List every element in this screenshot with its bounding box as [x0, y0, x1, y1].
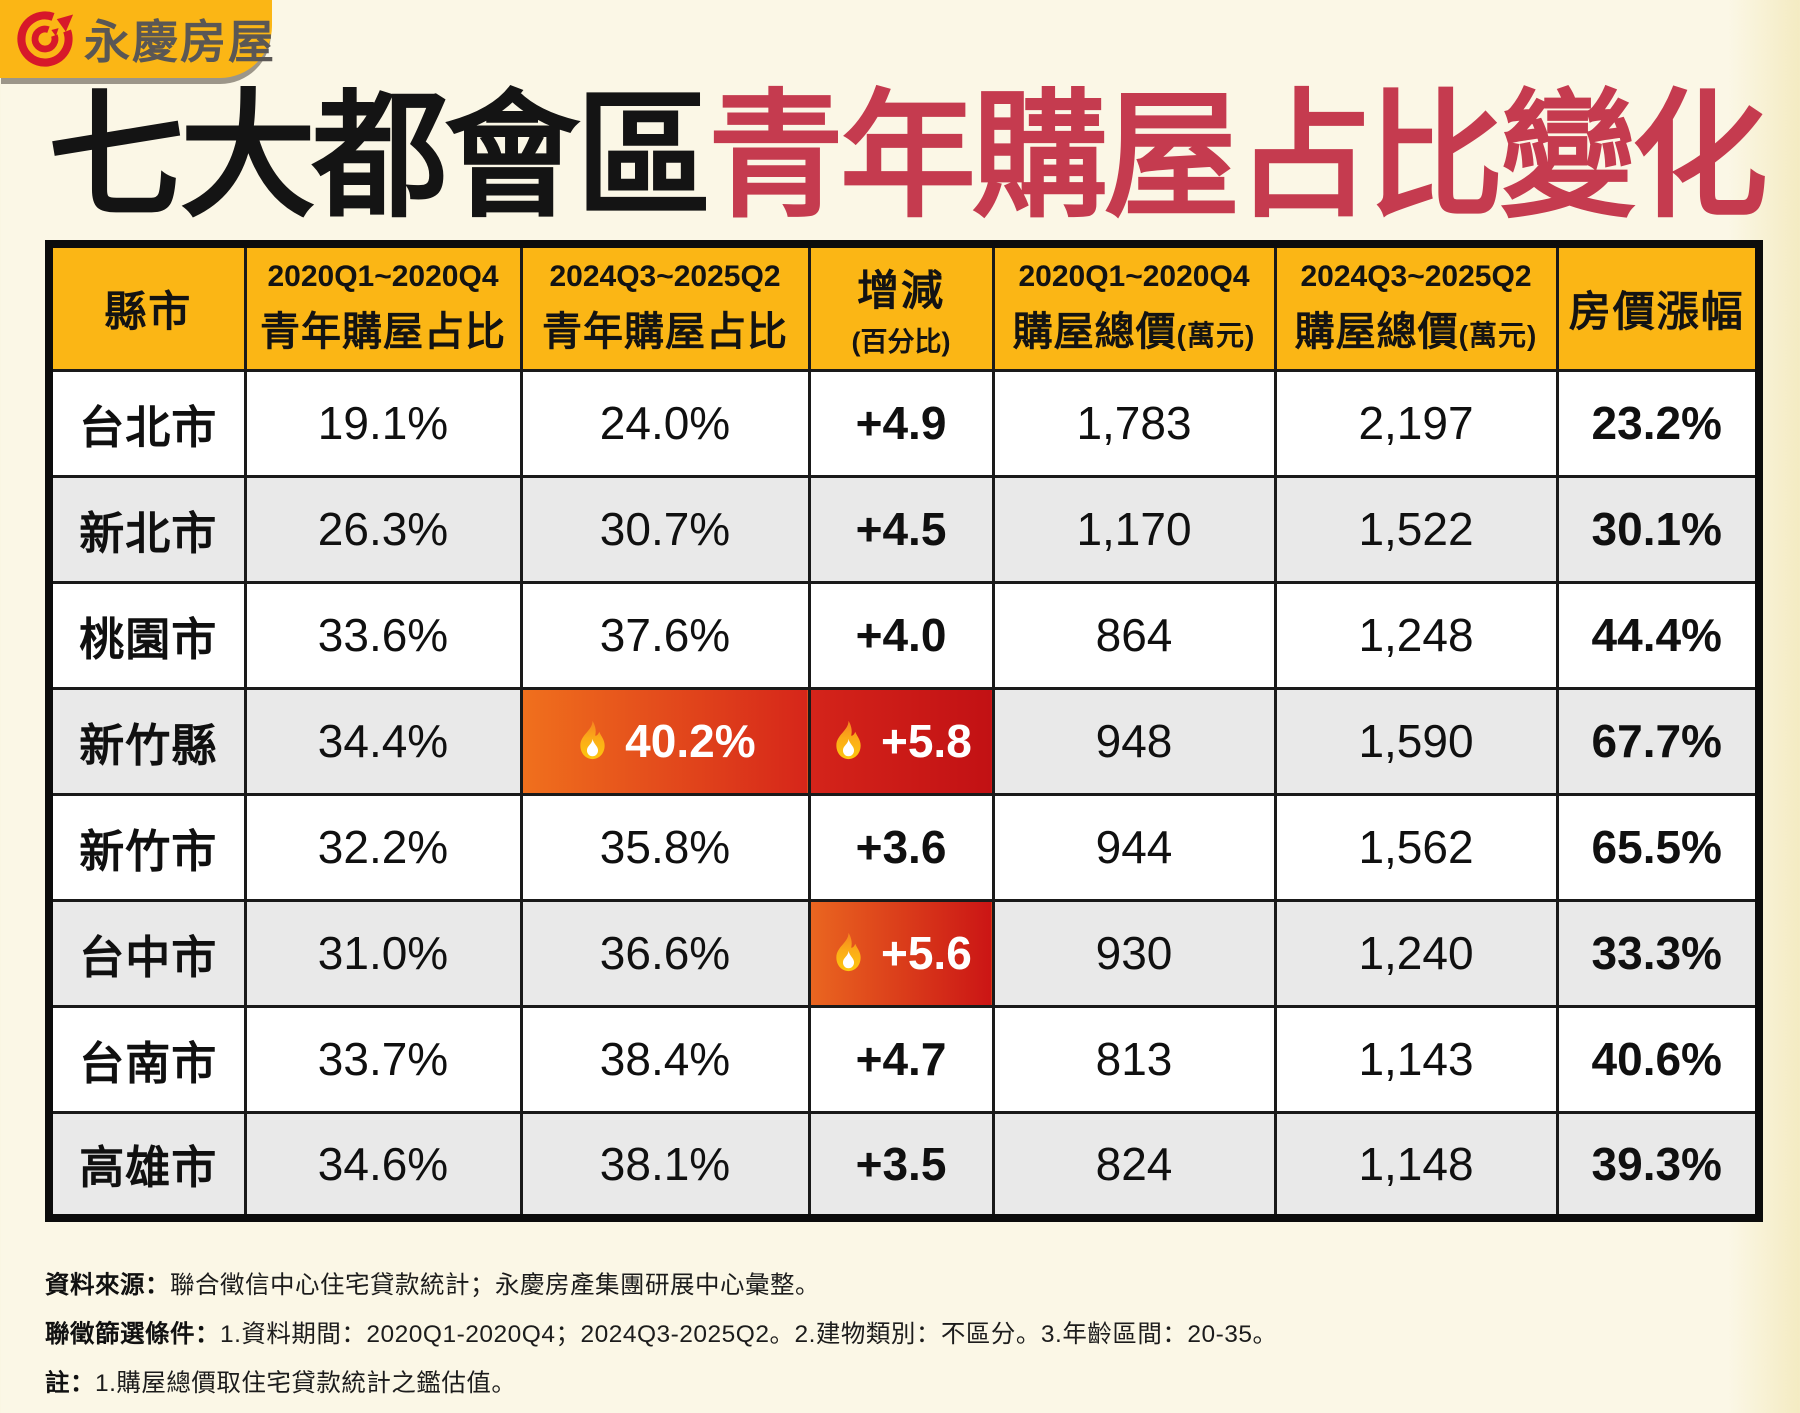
cell-city: 高雄市: [47, 1110, 247, 1220]
cell-growth: 65.5%: [1555, 792, 1761, 902]
table-row: 桃園市 33.6% 37.6% +4.0 864 1,248 44.4%: [47, 580, 1761, 690]
cell-change: +4.0: [807, 580, 995, 690]
header-price-2020: 2020Q1~2020Q4 購屋總價(萬元): [991, 242, 1277, 372]
table-row: 高雄市 34.6% 38.1% +3.5 824 1,148 39.3%: [47, 1110, 1761, 1220]
cell-change: +4.7: [807, 1004, 995, 1114]
header-city: 縣市: [47, 242, 247, 372]
cell-growth: 44.4%: [1555, 580, 1761, 690]
cell-change: +5.6: [807, 898, 995, 1008]
cell-ratio2020: 19.1%: [243, 368, 523, 478]
cell-ratio2024: 36.6%: [519, 898, 811, 1008]
cell-ratio2024: 24.0%: [519, 368, 811, 478]
table-header: 縣市 2020Q1~2020Q4 青年購屋占比 2024Q3~2025Q2 青年…: [47, 242, 1761, 372]
cell-price2024: 1,522: [1273, 474, 1559, 584]
cell-price2024: 2,197: [1273, 368, 1559, 478]
cell-growth: 39.3%: [1555, 1110, 1761, 1220]
cell-price2020: 948: [991, 686, 1277, 796]
header-price-2024: 2024Q3~2025Q2 購屋總價(萬元): [1273, 242, 1559, 372]
brand-badge: 永慶房屋: [0, 0, 274, 78]
cell-city: 新竹縣: [47, 686, 247, 796]
cell-price2020: 944: [991, 792, 1277, 902]
cell-growth: 40.6%: [1555, 1004, 1761, 1114]
footnote-source: 資料來源：聯合徵信中心住宅貸款統計；永慶房產集團研展中心彙整。: [45, 1272, 820, 1299]
footnote-criteria: 聯徵篩選條件：1.資料期間：2020Q1-2020Q4；2024Q3-2025Q…: [45, 1321, 1278, 1348]
cell-ratio2024: 38.4%: [519, 1004, 811, 1114]
table-row: 新竹縣 34.4% 40.2% +5.8 948 1,590 67.7%: [47, 686, 1761, 796]
cell-price2020: 864: [991, 580, 1277, 690]
cell-change: +3.6: [807, 792, 995, 902]
cell-city: 新竹市: [47, 792, 247, 902]
cell-price2024: 1,248: [1273, 580, 1559, 690]
cell-ratio2020: 33.7%: [243, 1004, 523, 1114]
flame-icon: [580, 720, 606, 760]
cell-growth: 33.3%: [1555, 898, 1761, 1008]
cell-ratio2024: 35.8%: [519, 792, 811, 902]
cell-growth: 30.1%: [1555, 474, 1761, 584]
youth-homebuying-table: 縣市 2020Q1~2020Q4 青年購屋占比 2024Q3~2025Q2 青年…: [45, 240, 1763, 1222]
cell-ratio2024: 37.6%: [519, 580, 811, 690]
cell-ratio2020: 32.2%: [243, 792, 523, 902]
cell-price2020: 1,783: [991, 368, 1277, 478]
header-growth: 房價漲幅: [1555, 242, 1761, 372]
cell-price2024: 1,240: [1273, 898, 1559, 1008]
table-row: 台中市 31.0% 36.6% +5.6 930 1,240 33.3%: [47, 898, 1761, 1008]
cell-price2020: 1,170: [991, 474, 1277, 584]
cell-city: 台北市: [47, 368, 247, 478]
cell-ratio2020: 31.0%: [243, 898, 523, 1008]
cell-change: +4.5: [807, 474, 995, 584]
cell-price2024: 1,143: [1273, 1004, 1559, 1114]
cell-ratio2020: 34.6%: [243, 1110, 523, 1220]
cell-price2024: 1,590: [1273, 686, 1559, 796]
cell-ratio2024: 38.1%: [519, 1110, 811, 1220]
flame-icon: [836, 720, 861, 760]
header-ratio-2020: 2020Q1~2020Q4 青年購屋占比: [243, 242, 523, 372]
table-row: 台北市 19.1% 24.0% +4.9 1,783 2,197 23.2%: [47, 368, 1761, 478]
cell-ratio2020: 34.4%: [243, 686, 523, 796]
brand-name: 永慶房屋: [84, 16, 276, 68]
cell-ratio2020: 33.6%: [243, 580, 523, 690]
cell-city: 桃園市: [47, 580, 247, 690]
cell-change: +5.8: [807, 686, 995, 796]
cell-growth: 67.7%: [1555, 686, 1761, 796]
cell-growth: 23.2%: [1555, 368, 1761, 478]
page-title: 七大都會區青年購屋占比變化: [48, 88, 1768, 226]
table-row: 新竹市 32.2% 35.8% +3.6 944 1,562 65.5%: [47, 792, 1761, 902]
header-ratio-2024: 2024Q3~2025Q2 青年購屋占比: [519, 242, 811, 372]
header-change: 增減 (百分比): [807, 242, 995, 372]
flame-icon: [836, 932, 861, 972]
table-row: 台南市 33.7% 38.4% +4.7 813 1,143 40.6%: [47, 1004, 1761, 1114]
cell-city: 台南市: [47, 1004, 247, 1114]
cell-change: +4.9: [807, 368, 995, 478]
cell-ratio2024: 40.2%: [519, 686, 811, 796]
cell-price2020: 813: [991, 1004, 1277, 1114]
table-row: 新北市 26.3% 30.7% +4.5 1,170 1,522 30.1%: [47, 474, 1761, 584]
footnotes: 資料來源：聯合徵信中心住宅貸款統計；永慶房產集團研展中心彙整。 聯徵篩選條件：1…: [45, 1266, 1278, 1413]
footnote-note: 註：1.購屋總價取住宅貸款統計之鑑估值。: [45, 1370, 517, 1397]
table-body: 台北市 19.1% 24.0% +4.9 1,783 2,197 23.2% 新北市 26.3%…: [47, 368, 1761, 1220]
cell-city: 新北市: [47, 474, 247, 584]
cell-change: +3.5: [807, 1110, 995, 1220]
cell-price2024: 1,562: [1273, 792, 1559, 902]
yungching-logo-icon: [17, 11, 74, 67]
cell-city: 台中市: [47, 898, 247, 1008]
cell-ratio2020: 26.3%: [243, 474, 523, 584]
cell-ratio2024: 30.7%: [519, 474, 811, 584]
title-red-part: 青年購屋占比變化: [707, 80, 1768, 234]
cell-price2020: 930: [991, 898, 1277, 1008]
cell-price2024: 1,148: [1273, 1110, 1559, 1220]
cell-price2020: 824: [991, 1110, 1277, 1220]
title-black-part: 七大都會區: [48, 80, 712, 234]
